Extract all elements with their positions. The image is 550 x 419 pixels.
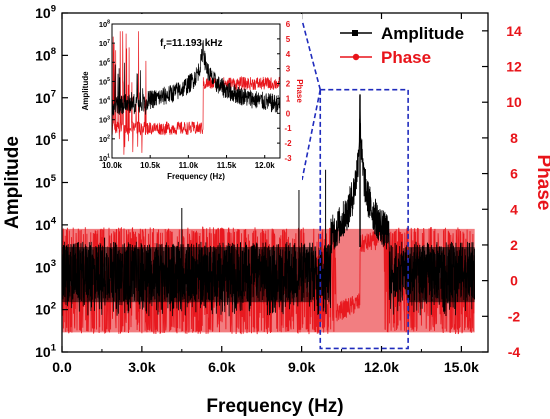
y-left-tick-label: 108 xyxy=(35,46,56,63)
zoom-connector-lower xyxy=(301,89,322,181)
y-left-tick-label: 102 xyxy=(35,300,56,317)
y-right-tick-label: 12 xyxy=(506,59,522,75)
y-axis-right-title: Phase xyxy=(533,155,550,211)
inset-y-left-tick-label: 104 xyxy=(99,96,110,105)
zoom-connector-upper xyxy=(301,19,322,90)
y-right-tick-label: 14 xyxy=(506,23,522,39)
inset-y-right-tick-label: 5 xyxy=(286,35,291,44)
inset-y-left-title: Amplitude xyxy=(81,71,90,111)
y-left-tick-label: 103 xyxy=(35,258,56,275)
legend-marker-circle xyxy=(352,53,360,61)
inset-y-right-tick-label: 3 xyxy=(286,65,291,74)
x-tick-label: 9.0k xyxy=(288,359,315,375)
inset-x-tick-label: 10.0k xyxy=(102,161,123,170)
inset-y-left-tick-label: 103 xyxy=(99,115,110,124)
y-left-tick-label: 105 xyxy=(35,173,57,190)
y-left-tick-label: 101 xyxy=(35,343,57,360)
inset-y-right-tick-label: -2 xyxy=(284,139,292,148)
y-right-tick-label: 4 xyxy=(510,201,518,217)
legend-label: Amplitude xyxy=(381,24,464,43)
inset-y-right-tick-label: -1 xyxy=(284,124,292,133)
y-left-tick-label: 109 xyxy=(35,4,56,21)
inset-x-tick-label: 11.0k xyxy=(179,161,199,170)
y-left-tick-label: 107 xyxy=(35,88,56,105)
inset-amplitude-line xyxy=(111,40,281,116)
inset-y-left-tick-label: 102 xyxy=(99,134,110,143)
inset-x-axis-title: Frequency (Hz) xyxy=(167,172,225,181)
zoom-region-box xyxy=(319,88,409,350)
x-axis-title: Frequency (Hz) xyxy=(206,396,343,417)
legend-marker-square xyxy=(352,30,358,36)
inset-phase-line xyxy=(111,31,281,155)
amplitude-noise-band-high xyxy=(408,247,475,303)
y-right-tick-label: -2 xyxy=(508,308,521,324)
y-right-tick-label: 6 xyxy=(510,166,518,182)
x-tick-label: 15.0k xyxy=(444,359,479,375)
inset-y-right-tick-label: 0 xyxy=(286,109,291,118)
inset-y-left-tick-label: 105 xyxy=(99,77,110,86)
y-right-tick-label: 2 xyxy=(510,237,518,253)
inset-y-left-tick-label: 101 xyxy=(99,154,110,163)
inset-x-tick-label: 11.5k xyxy=(217,161,237,170)
inset-y-right-tick-label: 2 xyxy=(286,80,291,89)
inset-y-left-tick-label: 107 xyxy=(99,39,110,48)
inset-frame xyxy=(111,23,281,159)
inset-y-right-tick-label: 6 xyxy=(286,20,291,29)
y-right-tick-label: -4 xyxy=(508,344,521,360)
inset-plot: 10.0k 10.5k 11.0k 11.5k 12.0k101102103104105… xyxy=(81,14,304,190)
inset-y-left-tick-label: 106 xyxy=(99,58,110,67)
x-tick-label: 3.0k xyxy=(128,359,155,375)
inset-y-right-tick-label: 4 xyxy=(286,50,291,59)
inset-y-right-tick-label: -3 xyxy=(284,154,292,163)
inset-y-left-tick-label: 108 xyxy=(99,20,110,29)
legend: Amplitude Phase xyxy=(340,24,464,67)
y-axis-left-title: Amplitude xyxy=(2,136,23,229)
inset-y-right-title: Phase xyxy=(295,79,304,103)
y-right-tick-label: 0 xyxy=(510,273,518,289)
inset-y-right-tick-label: 1 xyxy=(286,94,291,103)
x-tick-label: 6.0k xyxy=(208,359,235,375)
resonance-annotation: fr=11.193 kHz xyxy=(160,38,223,51)
inset-x-tick-label: 12.0k xyxy=(255,161,276,170)
y-left-tick-label: 104 xyxy=(35,216,57,233)
y-right-tick-label: 8 xyxy=(510,130,518,146)
main-plot-data xyxy=(61,94,475,335)
inset-x-tick-label: 10.5k xyxy=(140,161,161,170)
x-tick-label: 12.0k xyxy=(364,359,399,375)
y-right-tick-label: 10 xyxy=(506,94,522,110)
x-tick-label: 0.0 xyxy=(52,359,72,375)
y-left-tick-label: 106 xyxy=(35,131,56,148)
amplitude-noise-band-low xyxy=(62,247,313,303)
legend-label: Phase xyxy=(381,48,431,67)
